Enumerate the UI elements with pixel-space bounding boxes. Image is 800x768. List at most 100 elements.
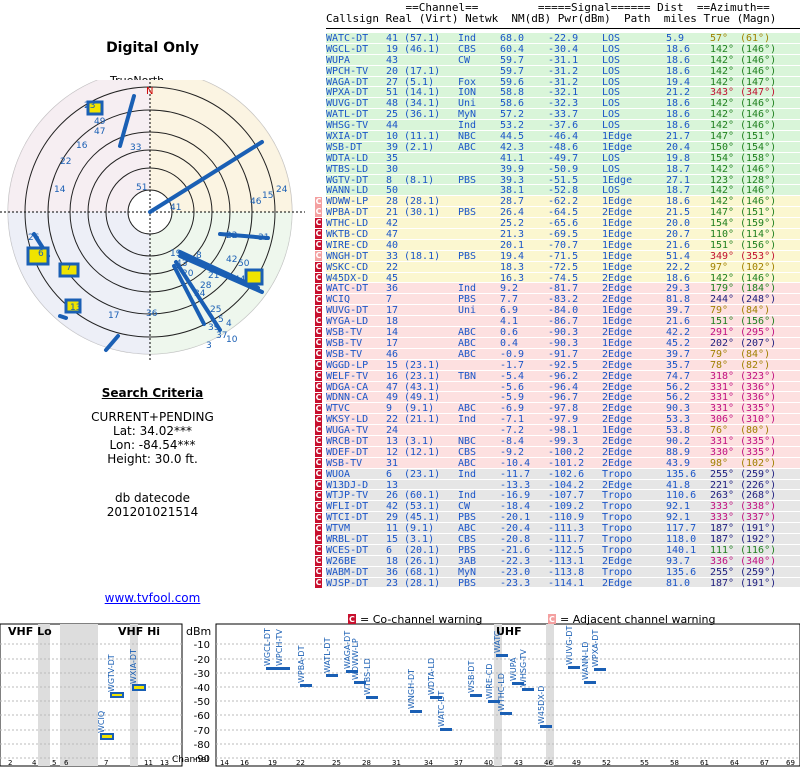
table-row: WFLI-DT 42 (53.1) CW -18.4 -109.2 Tropo 92.1 333… xyxy=(326,501,800,512)
cell-call: WSB-DT xyxy=(326,141,363,153)
table-row: WTVC 9 (9.1) ABC -6.9 -97.8 2Edge 90.3 331° (335°… xyxy=(326,403,800,414)
svg-text:25: 25 xyxy=(332,759,341,767)
cell-dist: 21.7 xyxy=(666,131,691,143)
cell-path: 2Edge xyxy=(602,207,633,219)
cell-net: NBC xyxy=(458,435,477,447)
cell-virt: (3.1) xyxy=(404,435,435,447)
cell-magn: (102°) xyxy=(740,457,777,469)
cochannel-warning-icon: C xyxy=(315,327,322,338)
cochannel-warning-icon: C xyxy=(315,305,322,316)
cell-dist: 81.8 xyxy=(666,294,691,306)
cell-dist: 20.0 xyxy=(666,218,691,230)
cell-net: Uni xyxy=(458,305,477,317)
radar-label: 51 xyxy=(136,183,147,193)
website-link[interactable]: www.tvfool.com xyxy=(104,591,201,605)
cell-nm: 39.9 xyxy=(500,163,525,175)
cell-call: WFLI-DT xyxy=(326,501,369,513)
cell-nm: 68.0 xyxy=(500,33,525,44)
cell-call: WATC-DT xyxy=(326,283,369,295)
table-row: WRCB-DT 13 (3.1) NBC -8.4 -99.3 2Edge 90.2 331° (… xyxy=(326,435,800,447)
cell-magn: (151°) xyxy=(740,207,777,219)
cell-call: WGCL-DT xyxy=(326,43,369,55)
cell-dist: 19.8 xyxy=(666,152,691,164)
cell-dist: 92.1 xyxy=(666,501,691,513)
table-row: WXIA-DT 10 (11.1) NBC 44.5 -46.4 1Edge 21.7 147°… xyxy=(326,131,800,142)
cell-path: Tropo xyxy=(602,544,633,556)
cell-real: 49 xyxy=(386,392,399,404)
cell-virt: (34.1) xyxy=(404,98,441,110)
cell-real: 6 xyxy=(386,468,393,480)
cell-nm: -1.7 xyxy=(500,359,525,371)
cochannel-warning-icon: C xyxy=(315,338,322,349)
cell-call: WTJP-TV xyxy=(326,490,369,502)
cell-dist: 135.6 xyxy=(666,468,697,480)
table-row: WKTB-CD 47 21.3 -69.5 1Edge 20.7 110° (114°) xyxy=(326,229,800,240)
cell-net: Uni xyxy=(458,98,477,110)
cell-net: PBS xyxy=(458,512,477,524)
cochannel-warning-icon: C xyxy=(315,425,322,436)
table-row: WIRE-CD 40 20.1 -70.7 1Edge 21.6 151° (156°) xyxy=(326,239,800,251)
cell-real: 18 xyxy=(386,316,399,328)
cell-real: 17 xyxy=(386,305,399,317)
cell-pwr: -101.2 xyxy=(548,457,585,469)
cell-dist: 35.7 xyxy=(666,359,691,371)
cell-net: ABC xyxy=(458,327,477,339)
cell-call: WSB-TV xyxy=(326,348,363,360)
radar-label: 37 xyxy=(216,331,227,341)
cochannel-swatch xyxy=(348,614,356,624)
cell-call: WTVM xyxy=(326,523,351,535)
cell-virt: (18.1) xyxy=(404,250,441,262)
cell-pwr: -71.5 xyxy=(548,250,579,262)
cell-net: Fox xyxy=(458,76,477,88)
cell-net: Ind xyxy=(458,33,477,44)
cochannel-warning-icon: C xyxy=(315,534,322,545)
cochannel-warning-icon: C xyxy=(315,218,322,229)
db-value: 201201021514 xyxy=(106,505,199,519)
cell-real: 25 xyxy=(386,109,399,121)
cell-dist: 21.5 xyxy=(666,207,691,219)
cell-path: 1Edge xyxy=(602,261,633,273)
cell-path: 1Edge xyxy=(602,425,633,437)
cell-nm: -9.2 xyxy=(500,446,525,458)
cell-virt: (23.1) xyxy=(404,359,441,371)
svg-text:22: 22 xyxy=(296,759,305,767)
cell-pwr: -69.5 xyxy=(548,229,579,241)
svg-text:C: C xyxy=(549,615,555,624)
cell-magn: (353°) xyxy=(740,250,777,262)
svg-text:WUVG-DT: WUVG-DT xyxy=(565,626,574,665)
cell-net: ABC xyxy=(458,457,477,469)
cell-true: 187° xyxy=(710,577,735,589)
table-row: WUVG-DT 48 (34.1) Uni 58.6 -32.3 LOS 18.6 142° (1… xyxy=(326,98,800,109)
cell-nm: 19.4 xyxy=(500,250,525,262)
svg-text:WGTV-DT: WGTV-DT xyxy=(107,654,116,692)
cell-net: CW xyxy=(458,501,471,513)
cell-nm: -18.4 xyxy=(500,501,531,513)
svg-text:WPBA-DT: WPBA-DT xyxy=(297,645,306,683)
cell-magn: (295°) xyxy=(740,327,777,339)
cell-dist: 18.6 xyxy=(666,109,691,121)
cell-dist: 18.6 xyxy=(666,65,691,77)
cell-virt: (46.1) xyxy=(404,43,441,55)
table-row: WSB-TV 46 ABC -0.9 -91.7 2Edge 39.7 79° (84°) xyxy=(326,348,800,360)
svg-text:34: 34 xyxy=(424,759,433,767)
svg-text:WANN-LD: WANN-LD xyxy=(581,642,590,680)
cell-true: 244° xyxy=(710,294,735,306)
cell-virt: (23.1) xyxy=(404,370,441,382)
cell-call: WUGA-TV xyxy=(326,425,369,437)
search-lon: Lon: -84.54*** xyxy=(109,438,196,452)
cell-magn: (146°) xyxy=(740,272,777,284)
cell-true: 331° xyxy=(710,435,735,447)
radar-label: 49 xyxy=(94,117,106,127)
table-header: ==Channel== =====Signal====== Dist ==Azi… xyxy=(326,2,776,24)
cell-true: 147° xyxy=(710,207,735,219)
cell-real: 9 xyxy=(386,403,393,415)
cell-dist: 118.0 xyxy=(666,533,697,545)
table-row: WNGH-DT 33 (18.1) PBS 19.4 -71.5 1Edge 51.4 349°… xyxy=(326,250,800,262)
svg-text:28: 28 xyxy=(362,759,371,767)
cell-true: 142° xyxy=(710,163,735,175)
cell-virt: (45.1) xyxy=(404,512,441,524)
cell-true: 142° xyxy=(710,272,735,284)
cell-dist: 22.2 xyxy=(666,261,691,273)
radar-plot: N 51 33 22 16 14 26 6 7 13 17 36 41 19 4… xyxy=(0,80,305,360)
cell-virt: (20.1) xyxy=(404,544,441,556)
